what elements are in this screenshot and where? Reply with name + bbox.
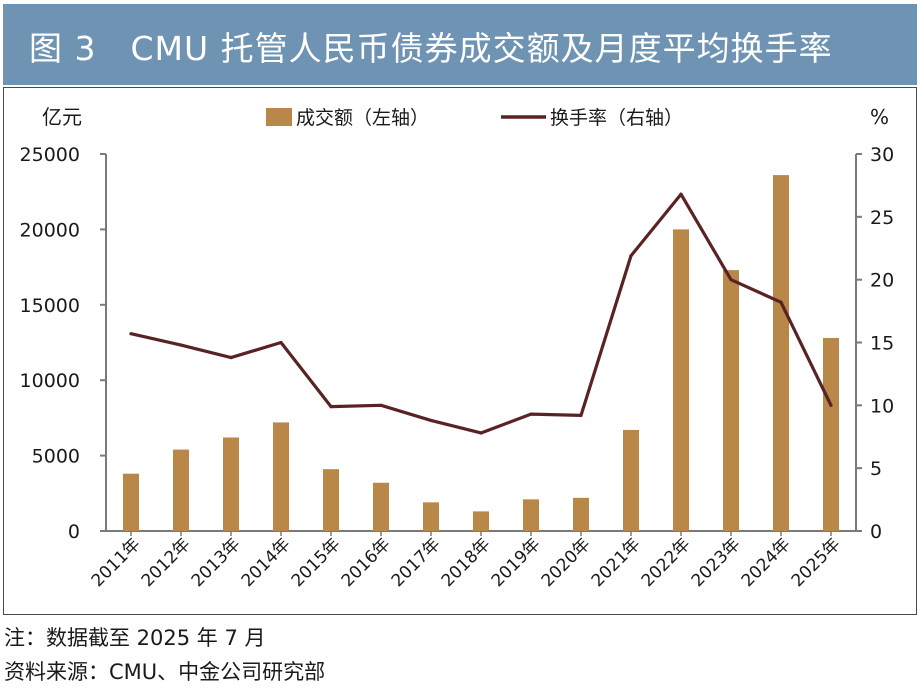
line-point [729,278,733,282]
left-axis-unit: 亿元 [42,105,82,129]
line-point [279,340,283,345]
left-tick-label: 25000 [20,144,80,166]
x-tick-label: 2021年 [588,534,645,591]
line-point [129,332,133,336]
bar [523,499,539,531]
left-tick-label: 10000 [20,370,80,392]
bar [123,473,139,531]
line-point [179,343,183,347]
bar [673,229,689,531]
x-tick-label: 2023年 [688,534,745,591]
line-point [779,300,783,304]
chart-frame: 0 5000 10000 15000 20000 25000 亿元 0 5 10 15 20 25 30%… [3,87,917,615]
bar [373,482,389,531]
x-tick-label: 2025年 [788,534,845,591]
line-point [829,403,833,407]
bar [323,469,339,531]
note-line: 注：数据截至 2025 年 7 月 [4,626,266,650]
right-tick-label: 30 [870,144,894,166]
legend: 成交额（左轴） 换手率（右轴） [266,107,683,129]
right-tick-label: 0 [870,521,882,543]
line-point [679,192,683,196]
legend-bar-swatch [266,108,292,126]
axes: 0 5000 10000 15000 20000 25000 亿元 0 5 10 15 20 25 30%… [20,105,895,591]
bar [823,337,839,531]
x-tick-label: 2018年 [438,534,495,591]
bar [573,497,589,531]
line-point [629,254,633,258]
line-point [579,413,583,417]
x-tick-label: 2011年 [88,534,145,591]
left-tick-label: 5000 [32,446,80,468]
line-point [329,404,333,409]
left-tick-label: 0 [68,521,80,543]
title-bar: 图 3 CMU 托管人民币债券成交额及月度平均换手率 [3,4,917,85]
x-tick-label: 2020年 [538,534,595,591]
x-tick-label: 2016年 [338,534,395,591]
x-tick-label: 2012年 [138,534,195,591]
right-tick-label: 25 [870,207,894,229]
bar [723,270,739,531]
line-series [129,192,833,435]
x-tick-label: 2014年 [238,534,295,591]
bar [273,422,289,531]
chart-svg: 0 5000 10000 15000 20000 25000 亿元 0 5 10 15 20 25 30%… [20,105,895,591]
bar [773,175,789,531]
line-point [479,431,483,435]
right-tick-label: 20 [870,270,894,292]
x-tick-label: 2022年 [638,534,695,591]
legend-line-label: 换手率（右轴） [550,107,683,129]
line-point [429,418,433,423]
left-tick-label: 20000 [20,219,80,241]
line-point [379,403,383,407]
right-tick-label: 15 [870,333,894,355]
legend-bar-label: 成交额（左轴） [296,107,429,129]
bar [223,437,239,531]
x-tick-label: 2013年 [188,534,245,591]
bar [423,502,439,531]
left-tick-label: 15000 [20,295,80,317]
right-axis-unit: % [870,105,889,129]
source-line: 资料来源：CMU、中金公司研究部 [4,660,326,684]
x-tick-label: 2017年 [388,534,445,591]
line-point [229,355,233,360]
chart-title: 图 3 CMU 托管人民币债券成交额及月度平均换手率 [29,29,833,68]
bar [173,449,189,531]
x-tick-label: 2019年 [488,534,545,591]
bar-series [123,175,839,531]
right-tick-label: 5 [870,458,882,480]
line-point [529,412,533,416]
bar [623,429,639,531]
bar [473,511,489,531]
x-tick-label: 2015年 [288,534,345,591]
right-tick-label: 10 [870,395,894,417]
x-tick-label: 2024年 [738,534,795,591]
